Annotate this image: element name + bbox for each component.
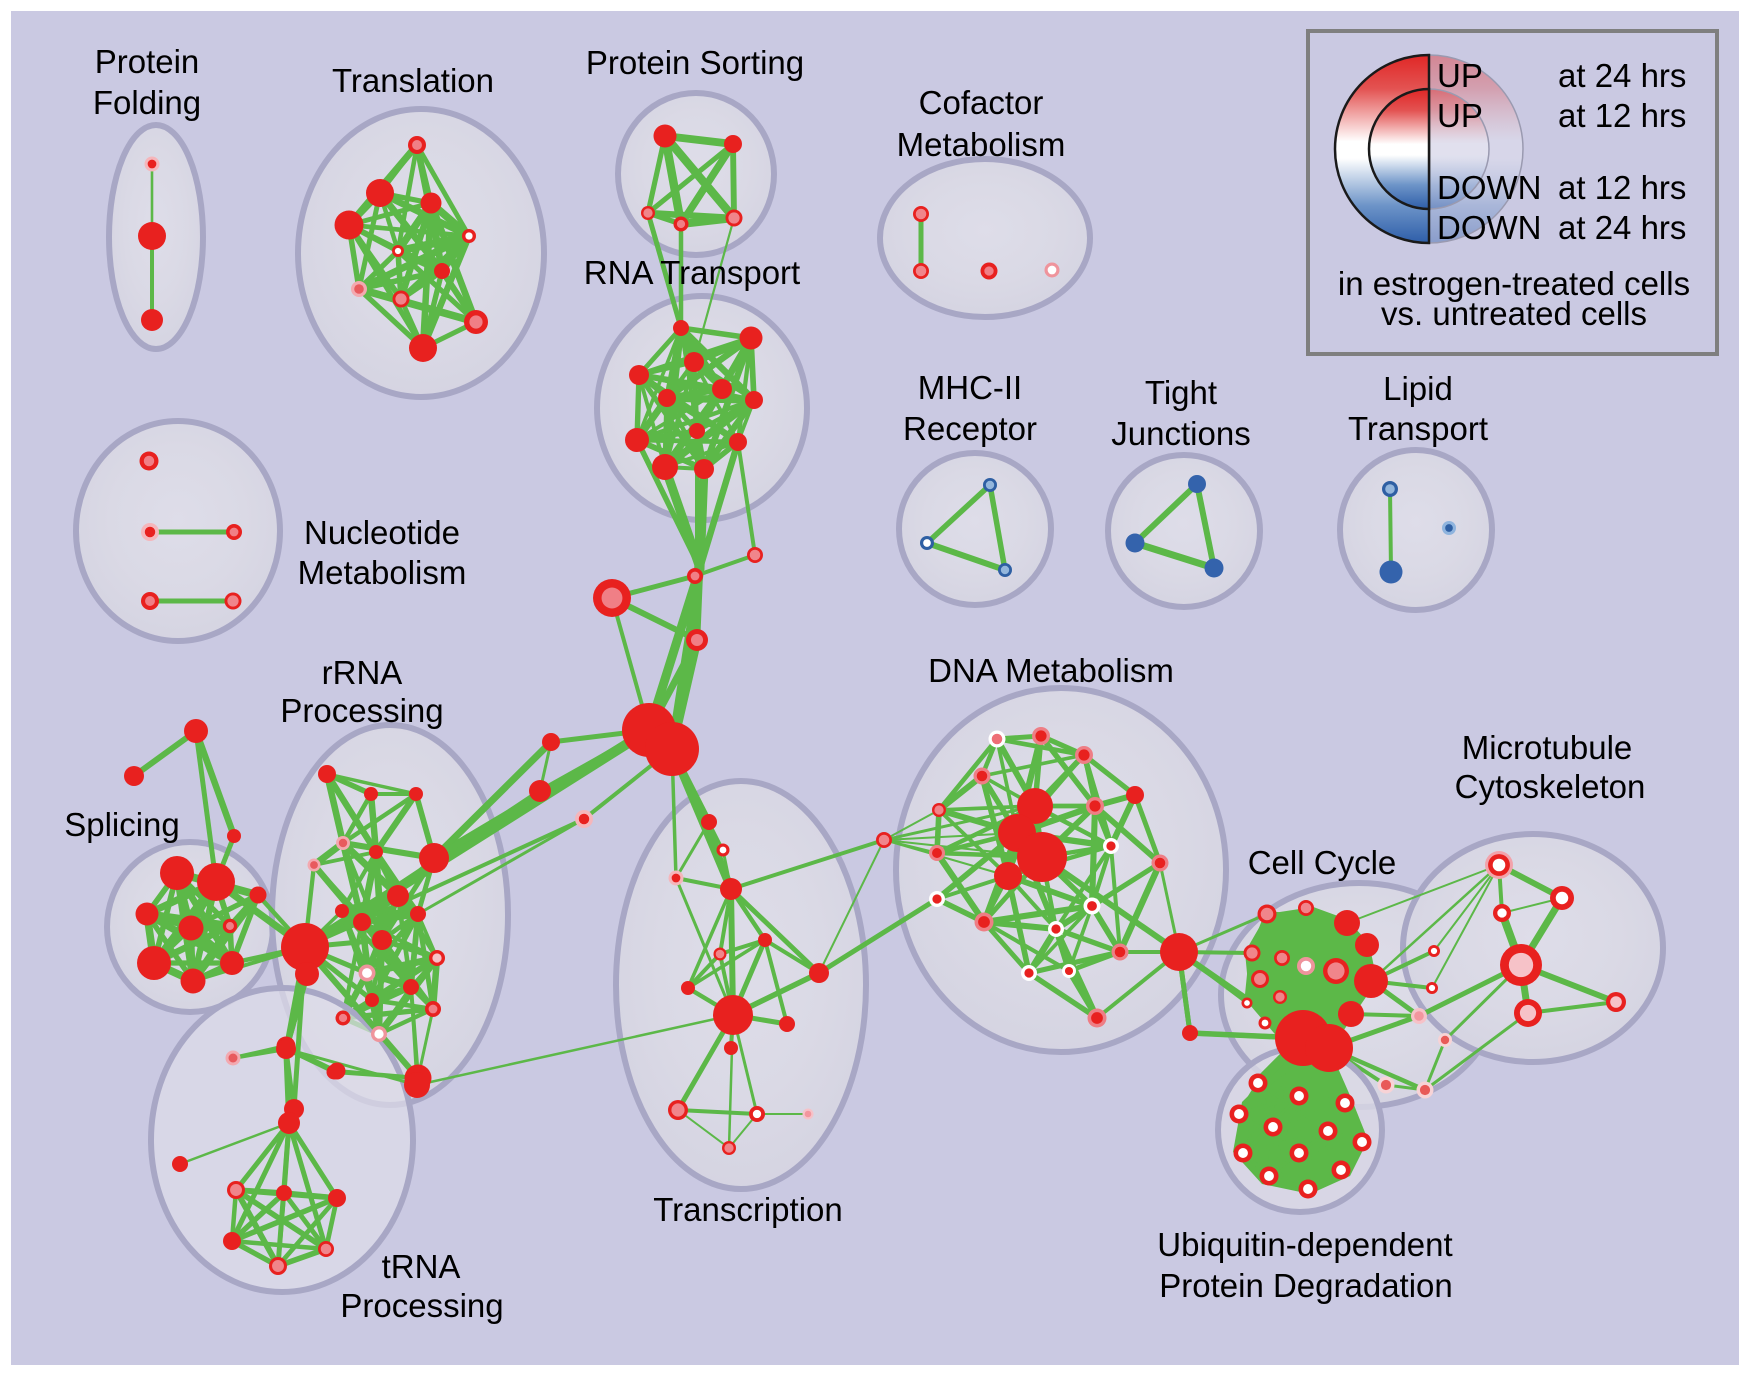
svg-text:tRNA: tRNA <box>382 1248 461 1285</box>
svg-text:at 12 hrs: at 12 hrs <box>1558 169 1686 206</box>
svg-text:Receptor: Receptor <box>903 410 1037 447</box>
svg-text:at 12 hrs: at 12 hrs <box>1558 97 1686 134</box>
svg-text:Transport: Transport <box>1348 410 1488 447</box>
svg-text:Protein Sorting: Protein Sorting <box>586 44 804 81</box>
svg-text:Protein: Protein <box>95 43 200 80</box>
svg-text:rRNA: rRNA <box>322 654 403 691</box>
svg-text:Metabolism: Metabolism <box>897 126 1066 163</box>
svg-text:at 24 hrs: at 24 hrs <box>1558 57 1686 94</box>
svg-text:Microtubule: Microtubule <box>1462 729 1633 766</box>
svg-text:UP: UP <box>1437 57 1483 94</box>
svg-text:Cofactor: Cofactor <box>919 84 1044 121</box>
svg-text:Ubiquitin-dependent: Ubiquitin-dependent <box>1157 1226 1452 1263</box>
svg-text:Junctions: Junctions <box>1111 415 1250 452</box>
svg-text:Translation: Translation <box>332 62 494 99</box>
svg-text:Folding: Folding <box>93 84 201 121</box>
svg-text:UP: UP <box>1437 97 1483 134</box>
svg-text:DOWN: DOWN <box>1437 209 1541 246</box>
svg-text:at 24 hrs: at 24 hrs <box>1558 209 1686 246</box>
svg-text:MHC-II: MHC-II <box>918 369 1022 406</box>
svg-text:vs. untreated cells: vs. untreated cells <box>1381 295 1647 332</box>
svg-text:DNA Metabolism: DNA Metabolism <box>928 652 1174 689</box>
svg-text:in estrogen-treated cells: in estrogen-treated cells <box>1338 265 1690 302</box>
svg-text:Splicing: Splicing <box>64 806 180 843</box>
svg-text:Transcription: Transcription <box>653 1191 843 1228</box>
svg-text:Nucleotide: Nucleotide <box>304 514 460 551</box>
svg-text:Tight: Tight <box>1145 374 1217 411</box>
svg-text:Cell Cycle: Cell Cycle <box>1248 844 1397 881</box>
svg-text:Lipid: Lipid <box>1383 370 1453 407</box>
svg-text:Metabolism: Metabolism <box>298 554 467 591</box>
svg-text:DOWN: DOWN <box>1437 169 1541 206</box>
svg-text:Processing: Processing <box>340 1287 503 1324</box>
svg-text:Cytoskeleton: Cytoskeleton <box>1455 768 1646 805</box>
svg-text:Protein Degradation: Protein Degradation <box>1159 1267 1453 1304</box>
svg-text:Processing: Processing <box>280 692 443 729</box>
svg-text:RNA Transport: RNA Transport <box>584 254 800 291</box>
